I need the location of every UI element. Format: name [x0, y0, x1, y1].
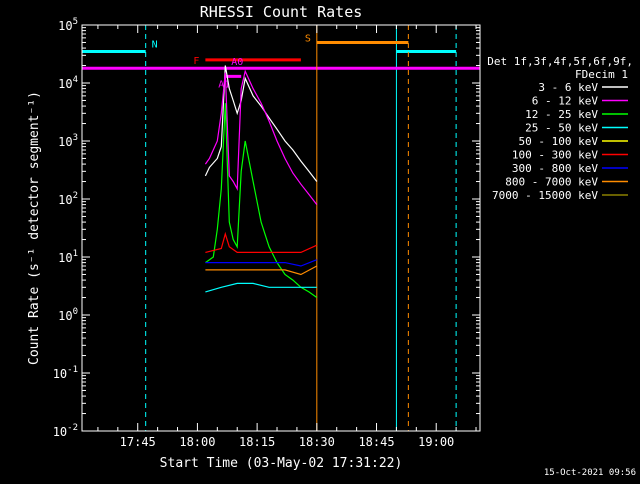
y-axis-label: Count Rate (s⁻¹ detector segment⁻¹) [27, 91, 42, 365]
ticks-layer: 17:45 18:00 18:15 18:30 18:45 19:00 10-2 10-1 10… [53, 17, 480, 449]
chart-title: RHESSI Count Rates [200, 3, 363, 21]
flag-f-label: F [193, 56, 199, 67]
legend-label-3: 25 - 50 keV [525, 122, 598, 135]
series-line-3 [205, 282, 317, 293]
flag-s-label: S [305, 33, 311, 44]
series-line-2 [205, 103, 318, 298]
flag-n-label: N [152, 39, 158, 50]
x-tick-label-1: 18:00 [179, 435, 215, 449]
legend-label-7: 800 - 7000 keV [505, 176, 598, 189]
y-tick-label-1: 10-1 [53, 365, 78, 381]
x-tick-label-0: 17:45 [120, 435, 156, 449]
y-tick-label-0: 10-2 [53, 423, 78, 439]
series-line-0 [204, 65, 318, 182]
y-tick-label-3: 101 [58, 249, 78, 265]
x-axis-label: Start Time (03-May-02 17:31:22) [160, 456, 403, 471]
series-line-7 [205, 265, 318, 276]
x-tick-label-5: 19:00 [418, 435, 454, 449]
series-line-1 [204, 69, 318, 205]
flag-a0-label: A0 [231, 57, 243, 68]
series-line-5 [205, 231, 318, 253]
legend-label-4: 50 - 100 keV [519, 135, 599, 148]
x-tick-label-4: 18:45 [358, 435, 394, 449]
y-tick-label-7: 105 [58, 17, 78, 33]
y-tick-label-5: 103 [58, 133, 78, 149]
x-tick-label-3: 18:30 [299, 435, 335, 449]
legend-label-8: 7000 - 15000 keV [492, 189, 598, 202]
timestamp: 15-Oct-2021 09:56 [544, 468, 636, 478]
legend: Det 1f,3f,4f,5f,6f,9f, FDecim 1 3 - 6 ke… [487, 55, 633, 202]
legend-label-1: 6 - 12 keV [532, 95, 599, 108]
legend-label-6: 300 - 800 keV [512, 162, 598, 175]
series-layer [204, 65, 318, 298]
x-tick-label-2: 18:15 [239, 435, 275, 449]
series-line-6 [205, 259, 318, 267]
y-tick-label-6: 104 [58, 75, 78, 91]
legend-header-detectors: Det 1f,3f,4f,5f,6f,9f, [487, 55, 633, 68]
legend-header-decimation: FDecim 1 [575, 68, 628, 81]
legend-label-2: 12 - 25 keV [525, 108, 598, 121]
plot-frame [81, 24, 481, 432]
legend-label-0: 3 - 6 keV [538, 81, 598, 94]
y-tick-label-4: 102 [58, 191, 78, 207]
y-tick-label-2: 100 [58, 307, 78, 323]
legend-label-5: 100 - 300 keV [512, 149, 598, 162]
